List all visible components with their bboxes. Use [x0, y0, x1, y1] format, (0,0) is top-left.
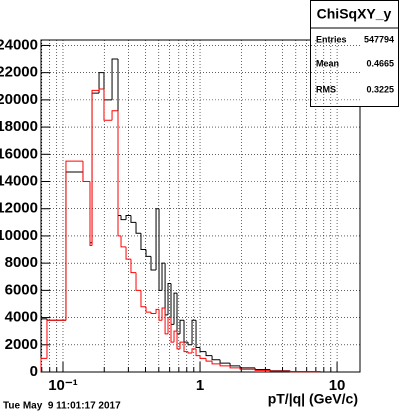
y-tick-label: 8000 [5, 254, 38, 271]
histogram-bin [158, 208, 163, 291]
histogram-bin [98, 72, 104, 94]
y-tick-label: 0 [30, 363, 38, 380]
histogram-bin [187, 342, 193, 346]
histogram-bin [161, 262, 166, 291]
x-axis-title: pT/|q| (GeV/c) [268, 391, 358, 407]
histogram-bin [103, 88, 113, 121]
histogram-bin [65, 171, 83, 321]
histogram-bin [254, 369, 271, 371]
histogram-bin [46, 319, 66, 359]
histogram-bin [289, 371, 321, 373]
histogram-bin [269, 369, 291, 372]
histogram-bin [140, 233, 147, 251]
histogram-bin [158, 309, 163, 321]
histogram-bin [205, 351, 213, 357]
histogram-bin [111, 110, 119, 121]
histogram-bin [40, 357, 47, 372]
histogram-bin [65, 160, 83, 321]
x-tick-label: 1 [196, 377, 204, 394]
histogram-bin [179, 341, 185, 349]
y-tick-label: 4000 [5, 309, 38, 326]
histogram-bin [176, 331, 181, 350]
histogram-bin [145, 306, 151, 313]
y-tick-label: 10000 [0, 227, 38, 244]
histogram-bin [205, 358, 213, 362]
stats-box [310, 0, 399, 107]
stats-title: ChiSqXY_y [317, 6, 392, 22]
y-tick-label: 2000 [5, 336, 38, 353]
histogram-bin [167, 317, 172, 334]
histogram-bin [40, 318, 47, 372]
y-tick-label: 22000 [0, 64, 38, 81]
histogram-bin [125, 246, 131, 260]
histogram-bin [120, 215, 127, 221]
histogram-bin [173, 330, 178, 343]
histogram-bin [211, 355, 221, 361]
histogram-bin [130, 259, 137, 274]
histogram-bin [191, 348, 197, 353]
x-tick-label: 10⁻¹ [48, 377, 78, 394]
x-tick-label: 10 [329, 377, 346, 394]
histogram-bin [150, 256, 157, 271]
histogram-bin [82, 171, 90, 183]
histogram-bin [219, 363, 231, 367]
histogram-bin [211, 361, 221, 365]
histogram-bin [150, 312, 157, 314]
histogram-bin [183, 342, 189, 353]
histogram-bin [120, 235, 127, 248]
histogram-bin [195, 320, 201, 349]
histogram-bin [229, 365, 241, 369]
histogram-bin [229, 363, 241, 367]
histogram-bin [155, 308, 160, 314]
stats-label: Mean [316, 58, 339, 68]
histogram-bin [187, 351, 193, 354]
histogram-bin [130, 215, 137, 223]
histogram-bin [91, 89, 100, 246]
histogram-bin [173, 292, 178, 325]
histogram-bin [170, 317, 175, 343]
histogram-bin [91, 92, 100, 243]
y-tick-label: 20000 [0, 91, 38, 108]
histogram-bin [82, 161, 90, 183]
y-tick-label: 18000 [0, 118, 38, 135]
histogram-bin [167, 283, 172, 315]
stats-label: Entries [316, 34, 347, 44]
stats-label: RMS [316, 84, 336, 94]
histogram-bin [140, 290, 147, 308]
histogram-bin [98, 88, 104, 91]
histogram-bin [269, 370, 291, 372]
histogram-bin [111, 58, 119, 100]
histogram-bin [161, 307, 166, 321]
timestamp: Tue May 9 11:01:17 2017 [3, 401, 121, 412]
stats-value: 0.4665 [366, 58, 394, 68]
histogram-bin [125, 215, 131, 220]
y-tick-label: 12000 [0, 200, 38, 217]
y-tick-label: 6000 [5, 281, 38, 298]
histogram-bin [155, 208, 160, 270]
histogram-bin [183, 320, 189, 343]
y-tick-label: 14000 [0, 172, 38, 189]
histogram-bin [145, 249, 151, 257]
histogram-bin [117, 110, 122, 237]
y-tick-label: 24000 [0, 36, 38, 53]
histogram-bin [239, 367, 256, 370]
histogram-bin [239, 365, 256, 369]
histogram-bin [89, 181, 93, 246]
histogram-bin [164, 308, 169, 335]
histogram-bin [191, 319, 197, 345]
histogram-bin [254, 367, 271, 371]
stats-value: 0.3225 [366, 84, 394, 94]
histogram-bin [103, 72, 113, 101]
histogram-bin [135, 272, 141, 291]
histogram-bin [135, 222, 141, 234]
histogram-bin [199, 355, 207, 359]
stats-value: 547794 [364, 34, 394, 44]
histogram-bin [195, 348, 201, 357]
histogram-bin [219, 359, 231, 364]
y-tick-label: 16000 [0, 145, 38, 162]
histogram-bin [179, 319, 185, 334]
histogram-bin [199, 347, 207, 353]
